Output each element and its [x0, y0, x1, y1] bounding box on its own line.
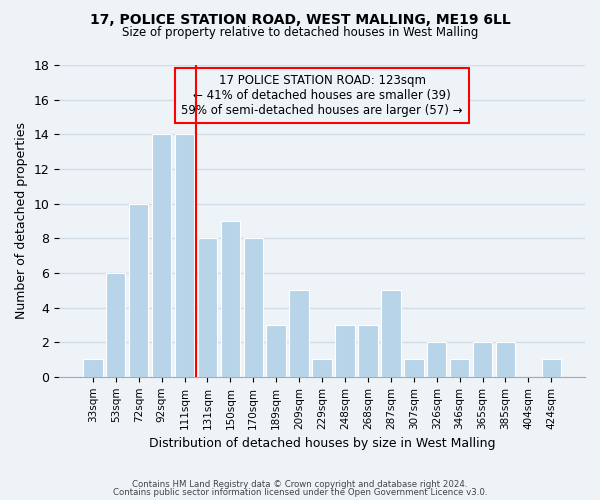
Text: 17 POLICE STATION ROAD: 123sqm
← 41% of detached houses are smaller (39)
59% of : 17 POLICE STATION ROAD: 123sqm ← 41% of …	[181, 74, 463, 118]
Bar	[542, 360, 561, 377]
Bar	[358, 325, 377, 377]
Text: 17, POLICE STATION ROAD, WEST MALLING, ME19 6LL: 17, POLICE STATION ROAD, WEST MALLING, M…	[89, 12, 511, 26]
Bar	[129, 204, 148, 377]
Bar	[197, 238, 217, 377]
Bar	[175, 134, 194, 377]
X-axis label: Distribution of detached houses by size in West Malling: Distribution of detached houses by size …	[149, 437, 496, 450]
Bar	[404, 360, 424, 377]
Text: Contains public sector information licensed under the Open Government Licence v3: Contains public sector information licen…	[113, 488, 487, 497]
Bar	[221, 221, 240, 377]
Text: Contains HM Land Registry data © Crown copyright and database right 2024.: Contains HM Land Registry data © Crown c…	[132, 480, 468, 489]
Bar	[83, 360, 103, 377]
Bar	[473, 342, 493, 377]
Bar	[266, 325, 286, 377]
Bar	[450, 360, 469, 377]
Bar	[289, 290, 309, 377]
Bar	[496, 342, 515, 377]
Bar	[313, 360, 332, 377]
Bar	[152, 134, 172, 377]
Bar	[381, 290, 401, 377]
Bar	[244, 238, 263, 377]
Bar	[427, 342, 446, 377]
Bar	[106, 273, 125, 377]
Text: Size of property relative to detached houses in West Malling: Size of property relative to detached ho…	[122, 26, 478, 39]
Y-axis label: Number of detached properties: Number of detached properties	[15, 122, 28, 320]
Bar	[335, 325, 355, 377]
